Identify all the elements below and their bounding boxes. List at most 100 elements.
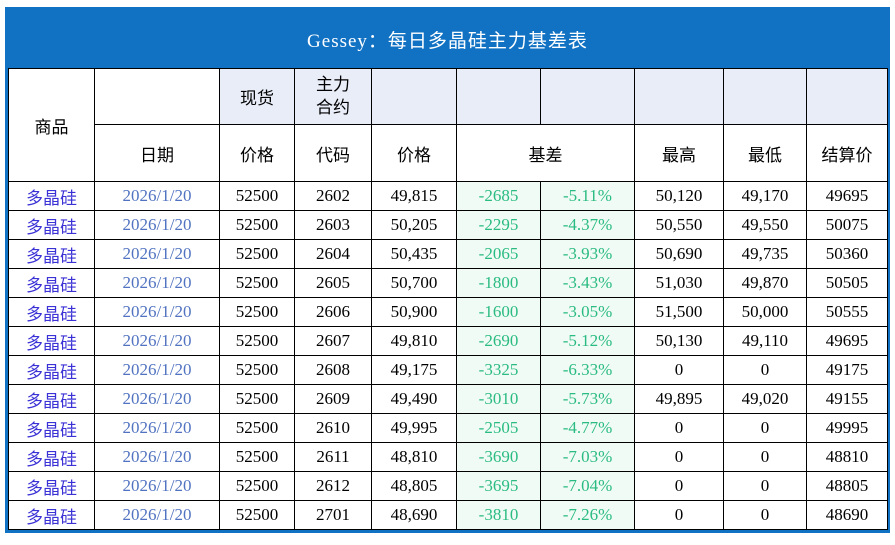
cell-low: 0 — [723, 355, 807, 385]
cell-settle: 48805 — [806, 471, 888, 501]
cell-high: 49,895 — [634, 384, 724, 414]
table-row: 多晶硅 2026/1/20 52500 2612 48,805 -3695 -7… — [8, 471, 888, 501]
cell-settle: 50505 — [806, 268, 888, 298]
cell-basis: -2690 — [456, 326, 541, 356]
cell-low: 49,870 — [723, 268, 807, 298]
cell-contract-code: 2607 — [294, 326, 372, 356]
cell-main-price: 48,805 — [371, 471, 457, 501]
cell-basis: -2295 — [456, 210, 541, 240]
cell-settle: 49695 — [806, 181, 888, 211]
cell-basis-pct: -7.03% — [540, 442, 635, 472]
cell-main-price: 50,435 — [371, 239, 457, 269]
cell-contract-code: 2611 — [294, 442, 372, 472]
table-row: 多晶硅 2026/1/20 52500 2606 50,900 -1600 -3… — [8, 297, 888, 327]
table-row: 多晶硅 2026/1/20 52500 2603 50,205 -2295 -4… — [8, 210, 888, 240]
cell-spot-price: 52500 — [219, 384, 295, 414]
cell-low: 0 — [723, 442, 807, 472]
header-row-bottom: 日期 价格 代码 价格 基差 最高 最低 结算价 — [9, 124, 888, 182]
cell-commodity: 多晶硅 — [8, 384, 95, 414]
cell-spot-price: 52500 — [219, 442, 295, 472]
cell-commodity: 多晶硅 — [8, 500, 95, 530]
cell-spot-price: 52500 — [219, 239, 295, 269]
cell-basis-pct: -7.26% — [540, 500, 635, 530]
cell-settle: 49995 — [806, 413, 888, 443]
cell-main-price: 49,815 — [371, 181, 457, 211]
cell-high: 0 — [634, 442, 724, 472]
cell-commodity: 多晶硅 — [8, 471, 95, 501]
report-title: Gessey：每日多晶硅主力基差表 — [8, 10, 887, 68]
header-strip-cell — [540, 68, 635, 125]
cell-commodity: 多晶硅 — [8, 355, 95, 385]
table-row: 多晶硅 2026/1/20 52500 2608 49,175 -3325 -6… — [8, 355, 888, 385]
cell-contract-code: 2605 — [294, 268, 372, 298]
cell-low: 49,735 — [723, 239, 807, 269]
cell-contract-code: 2606 — [294, 297, 372, 327]
cell-spot-price: 52500 — [219, 181, 295, 211]
header-main-contract: 主力 合约 — [294, 68, 372, 125]
cell-high: 50,690 — [634, 239, 724, 269]
cell-contract-code: 2608 — [294, 355, 372, 385]
cell-commodity: 多晶硅 — [8, 297, 95, 327]
cell-date: 2026/1/20 — [94, 471, 220, 501]
cell-spot-price: 52500 — [219, 268, 295, 298]
cell-date: 2026/1/20 — [94, 326, 220, 356]
cell-main-price: 49,490 — [371, 384, 457, 414]
cell-date: 2026/1/20 — [94, 442, 220, 472]
cell-date: 2026/1/20 — [94, 239, 220, 269]
cell-basis: -2065 — [456, 239, 541, 269]
table-row: 多晶硅 2026/1/20 52500 2607 49,810 -2690 -5… — [8, 326, 888, 356]
cell-settle: 48690 — [806, 500, 888, 530]
cell-low: 0 — [723, 471, 807, 501]
basis-report-frame: Gessey：每日多晶硅主力基差表 商品 现货 主力 合约 — [5, 7, 890, 533]
header-spot-price: 价格 — [219, 124, 295, 182]
cell-date: 2026/1/20 — [94, 210, 220, 240]
cell-basis: -2685 — [456, 181, 541, 211]
cell-basis: -3010 — [456, 384, 541, 414]
cell-basis-pct: -3.43% — [540, 268, 635, 298]
cell-basis: -3690 — [456, 442, 541, 472]
cell-spot-price: 52500 — [219, 413, 295, 443]
cell-high: 51,030 — [634, 268, 724, 298]
header-main-contract-line2: 合约 — [316, 97, 350, 117]
cell-contract-code: 2609 — [294, 384, 372, 414]
cell-contract-code: 2612 — [294, 471, 372, 501]
cell-settle: 49175 — [806, 355, 888, 385]
cell-settle: 50075 — [806, 210, 888, 240]
cell-date: 2026/1/20 — [94, 413, 220, 443]
cell-commodity: 多晶硅 — [8, 239, 95, 269]
header-strip-cell — [806, 68, 888, 125]
table-body: 多晶硅 2026/1/20 52500 2602 49,815 -2685 -5… — [8, 181, 888, 530]
cell-date: 2026/1/20 — [94, 268, 220, 298]
cell-basis: -1600 — [456, 297, 541, 327]
table-row: 多晶硅 2026/1/20 52500 2611 48,810 -3690 -7… — [8, 442, 888, 472]
cell-main-price: 49,810 — [371, 326, 457, 356]
cell-date: 2026/1/20 — [94, 297, 220, 327]
cell-basis-pct: -3.05% — [540, 297, 635, 327]
cell-basis-pct: -4.37% — [540, 210, 635, 240]
cell-main-price: 48,690 — [371, 500, 457, 530]
cell-low: 0 — [723, 413, 807, 443]
cell-commodity: 多晶硅 — [8, 413, 95, 443]
basis-table: 商品 现货 主力 合约 日期 价格 代码 价格 基差 最高 — [8, 68, 888, 530]
cell-high: 51,500 — [634, 297, 724, 327]
cell-basis-pct: -7.04% — [540, 471, 635, 501]
cell-high: 0 — [634, 471, 724, 501]
table-row: 多晶硅 2026/1/20 52500 2604 50,435 -2065 -3… — [8, 239, 888, 269]
cell-settle: 48810 — [806, 442, 888, 472]
cell-high: 50,550 — [634, 210, 724, 240]
cell-basis: -1800 — [456, 268, 541, 298]
cell-low: 50,000 — [723, 297, 807, 327]
cell-high: 0 — [634, 413, 724, 443]
cell-settle: 49695 — [806, 326, 888, 356]
cell-basis: -2505 — [456, 413, 541, 443]
cell-date: 2026/1/20 — [94, 355, 220, 385]
cell-settle: 50360 — [806, 239, 888, 269]
header-strip-cell — [456, 68, 541, 125]
cell-main-price: 49,175 — [371, 355, 457, 385]
header-code: 代码 — [294, 124, 372, 182]
cell-high: 0 — [634, 355, 724, 385]
cell-settle: 50555 — [806, 297, 888, 327]
cell-basis-pct: -6.33% — [540, 355, 635, 385]
cell-contract-code: 2610 — [294, 413, 372, 443]
cell-commodity: 多晶硅 — [8, 210, 95, 240]
